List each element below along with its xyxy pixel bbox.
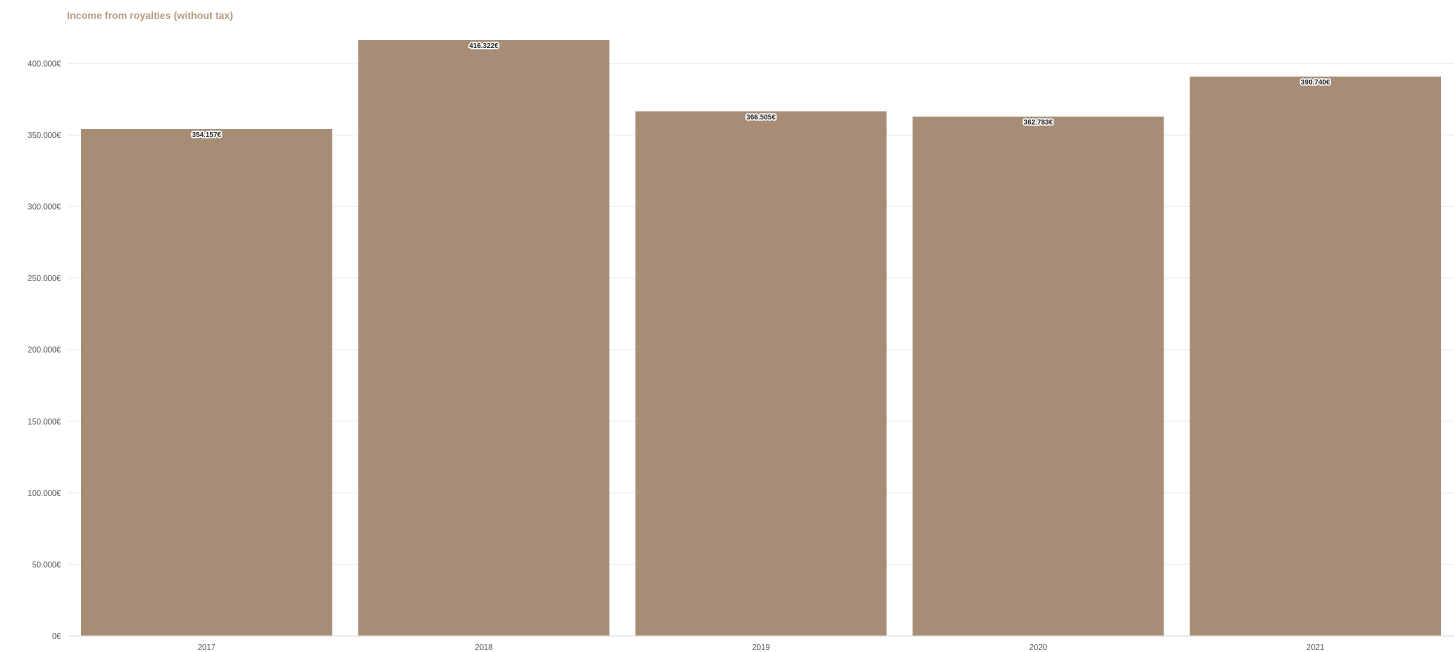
y-tick-label: 150.000€ (28, 417, 62, 426)
y-axis: 0€ 50.000€ 100.000€ 150.000€ 200.000€ 250.000… (28, 59, 62, 641)
bar-2018 (358, 40, 610, 636)
bar-2017 (81, 128, 333, 636)
chart-title: Income from royalties (without tax) (67, 11, 234, 22)
y-tick-label: 250.000€ (28, 274, 62, 283)
data-labels: 354.157€354.157€416.322€416.322€366.505€… (191, 42, 1332, 140)
x-tick-label: 2018 (475, 643, 493, 652)
data-label-halo: 416.322€ (469, 43, 498, 50)
y-tick-label: 200.000€ (28, 346, 62, 355)
data-label: 354.157€ (192, 132, 221, 139)
bars (81, 40, 1441, 637)
x-tick-label: 2017 (198, 643, 216, 652)
bar-2020 (912, 116, 1164, 637)
data-label: 390.740€ (1301, 80, 1330, 87)
x-tick-label: 2019 (752, 643, 770, 652)
data-label: 366.505€ (746, 114, 775, 121)
data-label-halo: 366.505€ (746, 114, 775, 121)
bar-2019 (635, 111, 887, 636)
y-tick-label: 400.000€ (28, 59, 62, 68)
x-tick-label: 2021 (1307, 643, 1325, 652)
data-label: 362.783€ (1024, 120, 1053, 127)
x-tick-label: 2020 (1029, 643, 1047, 652)
y-tick-label: 0€ (52, 632, 61, 641)
data-label-halo: 362.783€ (1024, 120, 1053, 127)
data-label: 416.322€ (469, 43, 498, 50)
y-tick-label: 350.000€ (28, 131, 62, 140)
data-label-halo: 390.740€ (1301, 80, 1330, 87)
y-tick-label: 100.000€ (28, 489, 62, 498)
data-label-halo: 354.157€ (192, 132, 221, 139)
x-axis: 2017 2018 2019 2020 2021 (68, 635, 1454, 652)
y-tick-label: 50.000€ (32, 560, 61, 569)
bar-2021 (1189, 76, 1441, 636)
y-tick-label: 300.000€ (28, 203, 62, 212)
